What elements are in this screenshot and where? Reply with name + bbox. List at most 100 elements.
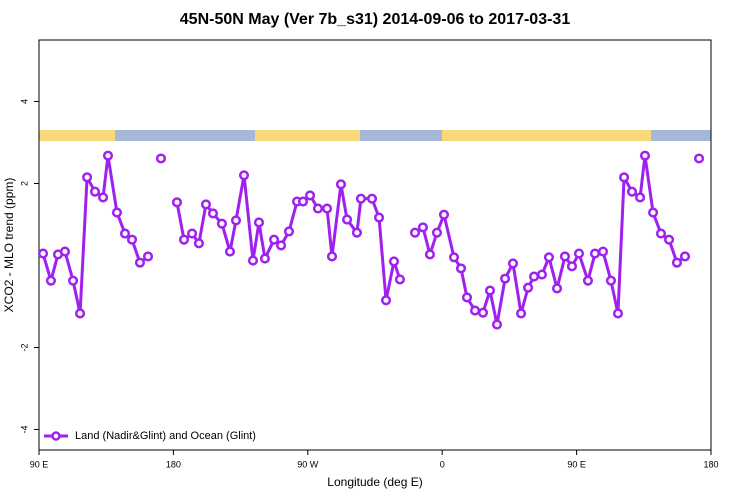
data-point [224,246,236,257]
data-point [559,251,571,262]
data-point [119,228,131,239]
data-point [247,255,259,266]
plot-frame [38,39,712,451]
x-tick-label: 90 W [297,459,319,469]
data-point [619,172,630,183]
data-point [381,295,392,306]
data-point [639,150,651,161]
y-tick-label: 4 [19,99,29,104]
data-point [312,203,324,214]
data-point [366,193,378,204]
data-point [297,196,309,207]
data-point [484,285,496,296]
data-point [612,308,624,319]
data-point [635,192,646,203]
data-point [477,307,489,318]
data-point [171,197,183,208]
data-point [187,228,198,239]
chart-title: 45N-50N May (Ver 7b_s31) 2014-09-06 to 2… [180,11,571,28]
data-point [304,190,316,201]
data-point [424,249,436,260]
y-axis-label: XCO2 - MLO trend (ppm) [2,178,16,313]
x-tick-label: 0 [440,459,445,469]
data-point [589,248,601,259]
x-tick-label: 90 E [30,459,49,469]
data-point [536,269,548,280]
legend: Land (Nadir&Glint) and Ocean (Glint) [44,430,256,442]
data-point [543,252,555,263]
data-point [238,170,250,181]
data-point [322,203,333,214]
legend-label: Land (Nadir&Glint) and Ocean (Glint) [75,430,256,442]
data-point [45,275,56,286]
data-point [500,273,511,284]
land-ocean-strip [39,130,711,141]
data-point [455,263,467,274]
data-point [111,207,123,218]
x-tick-label: 90 E [567,459,586,469]
data-point [37,248,49,259]
x-axis-label: Longitude (deg E) [327,475,422,489]
y-tick-label: -4 [19,425,29,433]
data-point [178,234,190,245]
data-point [409,227,421,238]
data-point [89,186,101,197]
data-point [326,251,338,262]
data-point [582,275,593,286]
data-point [200,199,212,210]
data-point [276,240,287,251]
series-line [43,156,699,325]
data-point [351,227,362,238]
x-tick-label: 180 [166,459,181,469]
data-point [335,179,347,190]
data-point [679,251,691,262]
data-point [470,305,481,316]
data-point [394,274,405,285]
data-point [207,208,219,219]
data-point [373,212,385,223]
data-point [126,234,138,245]
data-point [507,258,519,269]
data-point [626,186,638,197]
x-tick-label: 180 [703,459,718,469]
data-point [142,251,154,262]
y-tick-label: -2 [19,343,29,351]
data-point [551,283,563,294]
data-point [566,261,578,272]
data-point [193,238,204,249]
data-point [528,271,540,282]
data-point [448,252,460,263]
data-point [605,275,616,286]
data-point [269,234,280,245]
data-point [230,215,242,226]
data-point [648,207,659,218]
data-point [67,275,79,286]
data-point [438,209,450,220]
data-point [355,193,367,204]
data-point [102,150,114,161]
data-point [342,214,353,225]
data-point [75,308,86,319]
data-point [523,282,534,293]
y-tick-label: 2 [19,181,29,186]
data-point [216,218,227,229]
data-point [597,246,609,257]
data-point [82,172,93,183]
data-point [491,319,503,330]
data-point [694,153,705,164]
data-point [388,256,400,267]
data-point [671,257,683,268]
data-point [155,153,167,164]
data-point [259,253,270,264]
data-point [663,234,675,245]
data-point [283,226,295,237]
data-point [573,248,585,259]
data-point [253,217,265,228]
legend-marker [51,431,61,441]
data-point [59,246,71,257]
data-point [134,257,145,268]
data-point [98,192,109,203]
data-point [461,292,473,303]
data-point [431,227,443,238]
